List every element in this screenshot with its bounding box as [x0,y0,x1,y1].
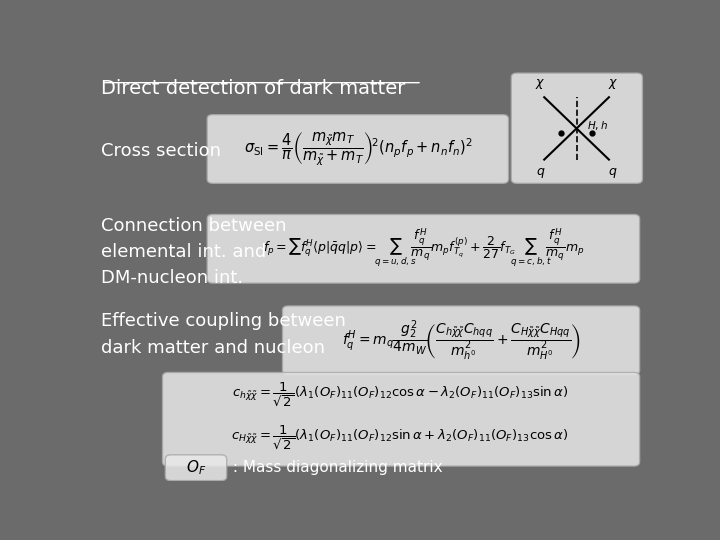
FancyBboxPatch shape [207,214,639,283]
FancyBboxPatch shape [282,306,639,375]
Text: $\sigma_{\mathrm{SI}} = \dfrac{4}{\pi}\left(\dfrac{m_{\tilde{\chi}}m_T}{m_{\tild: $\sigma_{\mathrm{SI}} = \dfrac{4}{\pi}\l… [243,131,472,167]
Text: $H, h$: $H, h$ [587,119,608,132]
FancyBboxPatch shape [207,114,508,183]
FancyBboxPatch shape [166,455,227,481]
FancyBboxPatch shape [163,373,639,466]
Text: Cross section: Cross section [101,141,221,160]
Text: $f_q^H = m_q \dfrac{g_2^2}{4m_W}\!\left(\dfrac{C_{h\tilde{\chi}\tilde{\chi}}C_{h: $f_q^H = m_q \dfrac{g_2^2}{4m_W}\!\left(… [341,318,580,362]
Text: Connection between
elemental int. and
DM-nucleon int.: Connection between elemental int. and DM… [101,217,287,287]
Text: : Mass diagonalizing matrix: : Mass diagonalizing matrix [228,460,443,475]
Text: $f_p = \sum f_q^H \langle p|\bar{q}q|p\rangle = \!\!\sum_{q=u,d,s}\!\! \dfrac{f_: $f_p = \sum f_q^H \langle p|\bar{q}q|p\r… [263,227,584,271]
Text: $c_{h\tilde{\chi}\tilde{\chi}} = \dfrac{1}{\sqrt{2}}(\lambda_1(O_F)_{11}(O_F)_{1: $c_{h\tilde{\chi}\tilde{\chi}} = \dfrac{… [232,380,568,409]
Text: $c_{H\tilde{\chi}\tilde{\chi}} = \dfrac{1}{\sqrt{2}}(\lambda_1(O_F)_{11}(O_F)_{1: $c_{H\tilde{\chi}\tilde{\chi}} = \dfrac{… [231,423,568,452]
Text: $\chi$: $\chi$ [535,77,546,91]
Text: Effective coupling between
dark matter and nucleon: Effective coupling between dark matter a… [101,312,346,356]
Text: Direct detection of dark matter: Direct detection of dark matter [101,79,405,98]
Text: $q$: $q$ [608,166,618,180]
Text: $q$: $q$ [536,166,545,180]
Text: $\chi$: $\chi$ [608,77,618,91]
FancyBboxPatch shape [511,73,642,183]
Text: $O_F$: $O_F$ [186,458,206,477]
